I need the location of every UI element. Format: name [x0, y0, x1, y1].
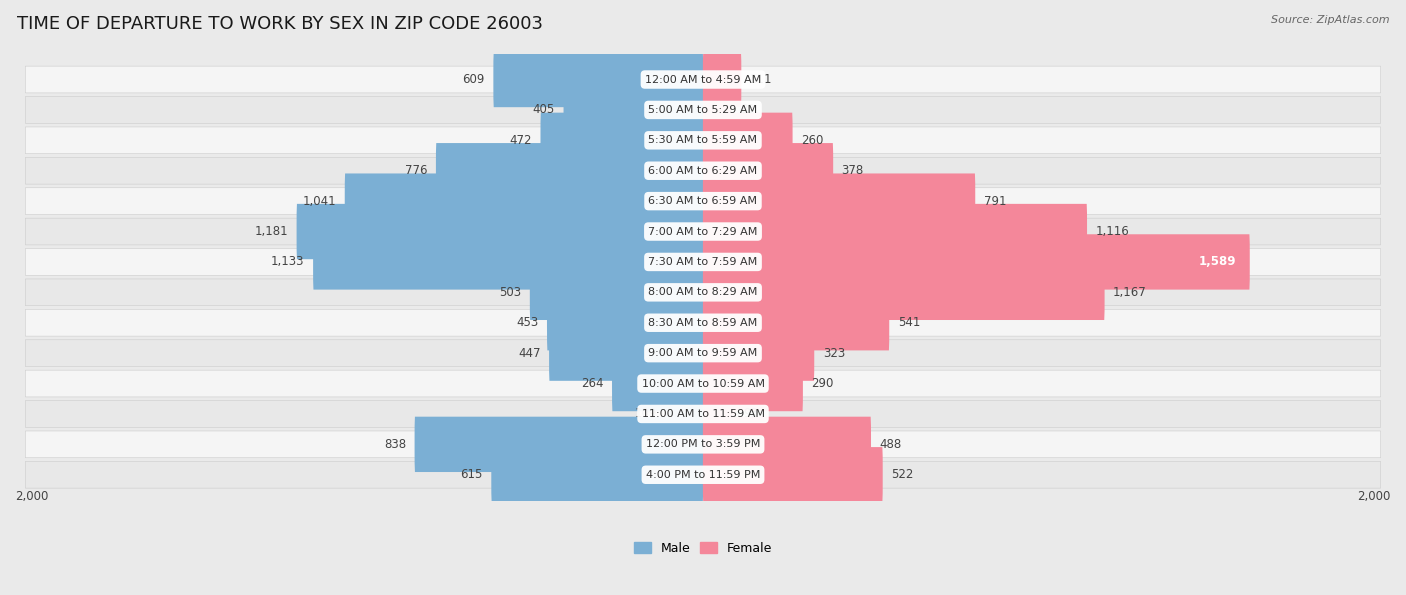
FancyBboxPatch shape: [436, 143, 703, 198]
FancyBboxPatch shape: [25, 96, 1381, 123]
FancyBboxPatch shape: [25, 461, 1381, 488]
Text: 2,000: 2,000: [15, 490, 48, 503]
Text: 290: 290: [811, 377, 834, 390]
FancyBboxPatch shape: [25, 431, 1381, 458]
Text: 1,181: 1,181: [254, 225, 288, 238]
Text: 1,589: 1,589: [1198, 255, 1236, 268]
FancyBboxPatch shape: [297, 204, 703, 259]
FancyBboxPatch shape: [25, 127, 1381, 154]
Text: 6:30 AM to 6:59 AM: 6:30 AM to 6:59 AM: [648, 196, 758, 206]
FancyBboxPatch shape: [548, 325, 703, 381]
Text: 472: 472: [509, 134, 531, 147]
Legend: Male, Female: Male, Female: [634, 541, 772, 555]
FancyBboxPatch shape: [314, 234, 703, 290]
FancyBboxPatch shape: [564, 82, 703, 137]
Text: 791: 791: [984, 195, 1007, 208]
Text: 5:30 AM to 5:59 AM: 5:30 AM to 5:59 AM: [648, 135, 758, 145]
Text: 378: 378: [842, 164, 863, 177]
FancyBboxPatch shape: [491, 447, 703, 502]
FancyBboxPatch shape: [703, 416, 872, 472]
FancyBboxPatch shape: [415, 416, 703, 472]
Text: 1,167: 1,167: [1114, 286, 1147, 299]
Text: 260: 260: [801, 134, 824, 147]
FancyBboxPatch shape: [703, 112, 793, 168]
Text: 8:30 AM to 8:59 AM: 8:30 AM to 8:59 AM: [648, 318, 758, 328]
Text: 1,133: 1,133: [271, 255, 305, 268]
Text: 776: 776: [405, 164, 427, 177]
FancyBboxPatch shape: [494, 52, 703, 107]
Text: 615: 615: [461, 468, 482, 481]
FancyBboxPatch shape: [703, 295, 890, 350]
Text: 323: 323: [823, 347, 845, 359]
Text: 609: 609: [463, 73, 485, 86]
FancyBboxPatch shape: [703, 82, 731, 137]
Text: 405: 405: [533, 104, 555, 117]
FancyBboxPatch shape: [703, 204, 1087, 259]
Text: 541: 541: [897, 316, 920, 329]
FancyBboxPatch shape: [703, 325, 814, 381]
FancyBboxPatch shape: [703, 234, 1250, 290]
FancyBboxPatch shape: [703, 174, 976, 229]
Text: 83: 83: [740, 104, 755, 117]
FancyBboxPatch shape: [25, 188, 1381, 215]
FancyBboxPatch shape: [344, 174, 703, 229]
Text: TIME OF DEPARTURE TO WORK BY SEX IN ZIP CODE 26003: TIME OF DEPARTURE TO WORK BY SEX IN ZIP …: [17, 15, 543, 33]
FancyBboxPatch shape: [665, 386, 703, 441]
FancyBboxPatch shape: [25, 66, 1381, 93]
Text: 1,041: 1,041: [302, 195, 336, 208]
Text: 522: 522: [891, 468, 914, 481]
FancyBboxPatch shape: [25, 309, 1381, 336]
FancyBboxPatch shape: [703, 265, 1105, 320]
FancyBboxPatch shape: [540, 112, 703, 168]
Text: 2,000: 2,000: [1358, 490, 1391, 503]
FancyBboxPatch shape: [25, 400, 1381, 427]
Text: 7:00 AM to 7:29 AM: 7:00 AM to 7:29 AM: [648, 227, 758, 237]
Text: 264: 264: [581, 377, 603, 390]
FancyBboxPatch shape: [25, 218, 1381, 245]
Text: 12:00 AM to 4:59 AM: 12:00 AM to 4:59 AM: [645, 74, 761, 84]
FancyBboxPatch shape: [703, 447, 883, 502]
Text: 503: 503: [499, 286, 522, 299]
Text: 9:00 AM to 9:59 AM: 9:00 AM to 9:59 AM: [648, 348, 758, 358]
Text: 5:00 AM to 5:29 AM: 5:00 AM to 5:29 AM: [648, 105, 758, 115]
FancyBboxPatch shape: [703, 52, 741, 107]
Text: 488: 488: [880, 438, 901, 451]
FancyBboxPatch shape: [25, 370, 1381, 397]
Text: 109: 109: [634, 408, 657, 421]
Text: Source: ZipAtlas.com: Source: ZipAtlas.com: [1271, 15, 1389, 25]
FancyBboxPatch shape: [25, 249, 1381, 275]
Text: 6:00 AM to 6:29 AM: 6:00 AM to 6:29 AM: [648, 166, 758, 176]
Text: 447: 447: [519, 347, 541, 359]
Text: 111: 111: [749, 73, 772, 86]
Text: 4:00 PM to 11:59 PM: 4:00 PM to 11:59 PM: [645, 470, 761, 480]
Text: 12:00 PM to 3:59 PM: 12:00 PM to 3:59 PM: [645, 439, 761, 449]
Text: 1,116: 1,116: [1095, 225, 1129, 238]
FancyBboxPatch shape: [547, 295, 703, 350]
Text: 7:30 AM to 7:59 AM: 7:30 AM to 7:59 AM: [648, 257, 758, 267]
Text: 838: 838: [384, 438, 406, 451]
FancyBboxPatch shape: [25, 340, 1381, 367]
Text: 8:00 AM to 8:29 AM: 8:00 AM to 8:29 AM: [648, 287, 758, 298]
FancyBboxPatch shape: [612, 356, 703, 411]
Text: 93: 93: [744, 408, 758, 421]
FancyBboxPatch shape: [25, 279, 1381, 306]
FancyBboxPatch shape: [25, 157, 1381, 184]
FancyBboxPatch shape: [703, 356, 803, 411]
FancyBboxPatch shape: [703, 143, 834, 198]
Text: 11:00 AM to 11:59 AM: 11:00 AM to 11:59 AM: [641, 409, 765, 419]
FancyBboxPatch shape: [530, 265, 703, 320]
Text: 10:00 AM to 10:59 AM: 10:00 AM to 10:59 AM: [641, 378, 765, 389]
FancyBboxPatch shape: [703, 386, 735, 441]
Text: 453: 453: [516, 316, 538, 329]
